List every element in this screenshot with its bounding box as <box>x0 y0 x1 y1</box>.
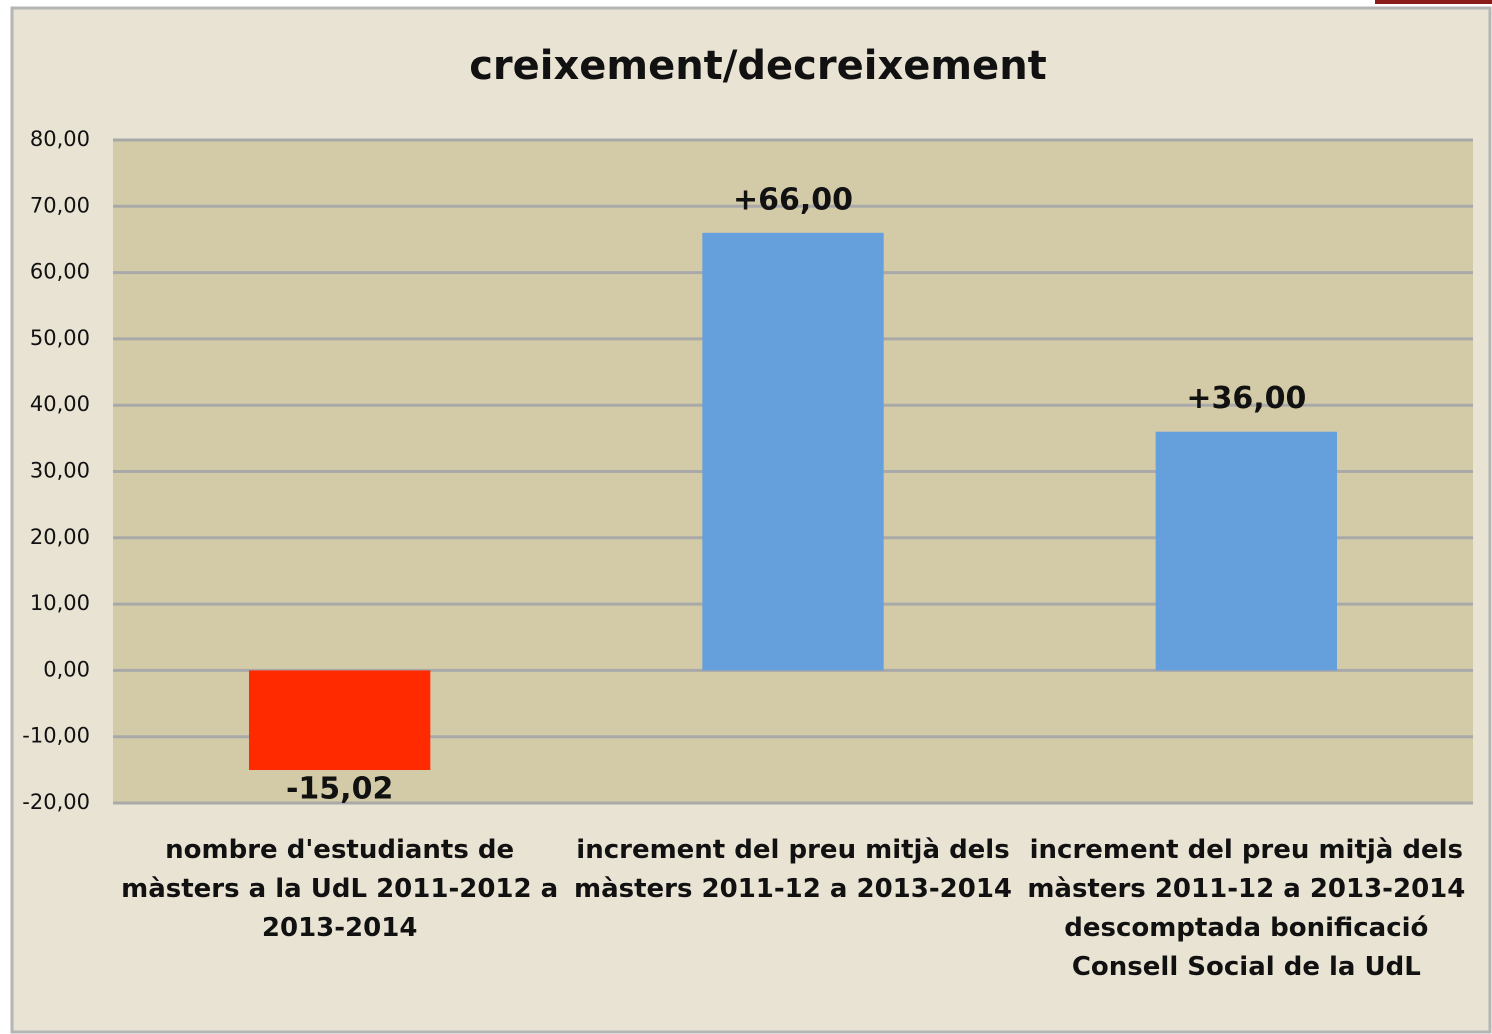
y-tick-label: 10,00 <box>30 591 90 615</box>
bar <box>249 670 431 770</box>
y-tick-label: -20,00 <box>22 790 90 814</box>
y-tick-label: 60,00 <box>30 260 90 284</box>
x-tick-label: nombre d'estudiants de màsters a la UdL … <box>121 835 559 943</box>
y-tick-label: 80,00 <box>30 127 90 151</box>
y-tick-label: 0,00 <box>43 657 90 681</box>
x-tick-label: increment del preu mitjà dels màsters 20… <box>1027 835 1466 982</box>
y-tick-label: 40,00 <box>30 392 90 416</box>
y-tick-label: 50,00 <box>30 326 90 350</box>
x-tick-label: increment del preu mitjà dels màsters 20… <box>573 835 1013 904</box>
corner-accent <box>1375 0 1492 4</box>
value-label: -15,02 <box>286 771 393 806</box>
bar <box>702 232 884 671</box>
y-tick-label: 70,00 <box>30 193 90 217</box>
chart-title: creixement/decreixement <box>469 43 1047 89</box>
y-tick-label: -10,00 <box>22 724 90 748</box>
value-label: +66,00 <box>733 182 853 217</box>
y-tick-label: 30,00 <box>30 459 90 483</box>
bar <box>1155 431 1337 671</box>
value-label: +36,00 <box>1186 381 1306 416</box>
y-tick-label: 20,00 <box>30 525 90 549</box>
